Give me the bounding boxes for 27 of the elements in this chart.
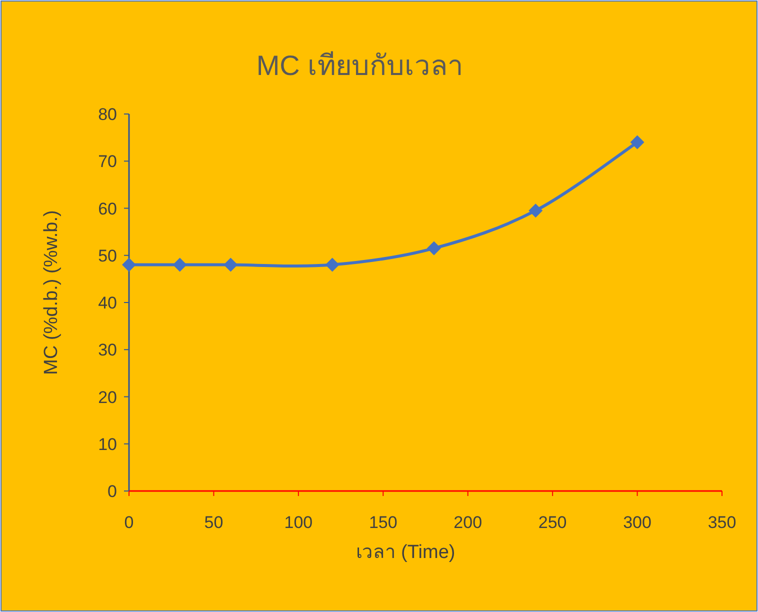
y-axis-title: MC (%d.b.) (%w.b.) xyxy=(41,210,62,375)
x-tick-label: 200 xyxy=(454,513,482,532)
x-tick-label: 100 xyxy=(284,513,313,532)
x-tick-label: 250 xyxy=(538,513,567,532)
y-tick-label: 10 xyxy=(98,434,117,454)
x-axis-title: เวลา (Time) xyxy=(356,542,456,563)
point xyxy=(528,204,543,218)
y-tick-label: 80 xyxy=(98,105,117,124)
point xyxy=(224,258,238,272)
y-tick-label: 0 xyxy=(108,482,117,501)
y-tick-label: 50 xyxy=(98,246,117,266)
point xyxy=(122,258,136,272)
y-tick-label: 60 xyxy=(98,199,117,218)
chart-title: MC เทียบกับเวลา xyxy=(256,50,464,81)
y-tick-label: 30 xyxy=(98,340,117,360)
x-tick-label: 150 xyxy=(368,513,398,532)
x-tick-label: 300 xyxy=(623,513,652,532)
x-tick-label: 50 xyxy=(204,513,224,532)
y-tick-label: 70 xyxy=(98,152,117,172)
point xyxy=(172,258,187,272)
point xyxy=(325,258,340,272)
point xyxy=(426,241,441,256)
y-tick-label: 40 xyxy=(98,294,117,312)
x-tick-label: 0 xyxy=(124,513,134,532)
y-tick-label: 20 xyxy=(98,388,117,407)
point xyxy=(630,135,644,150)
x-tick-label: 350 xyxy=(708,513,736,532)
